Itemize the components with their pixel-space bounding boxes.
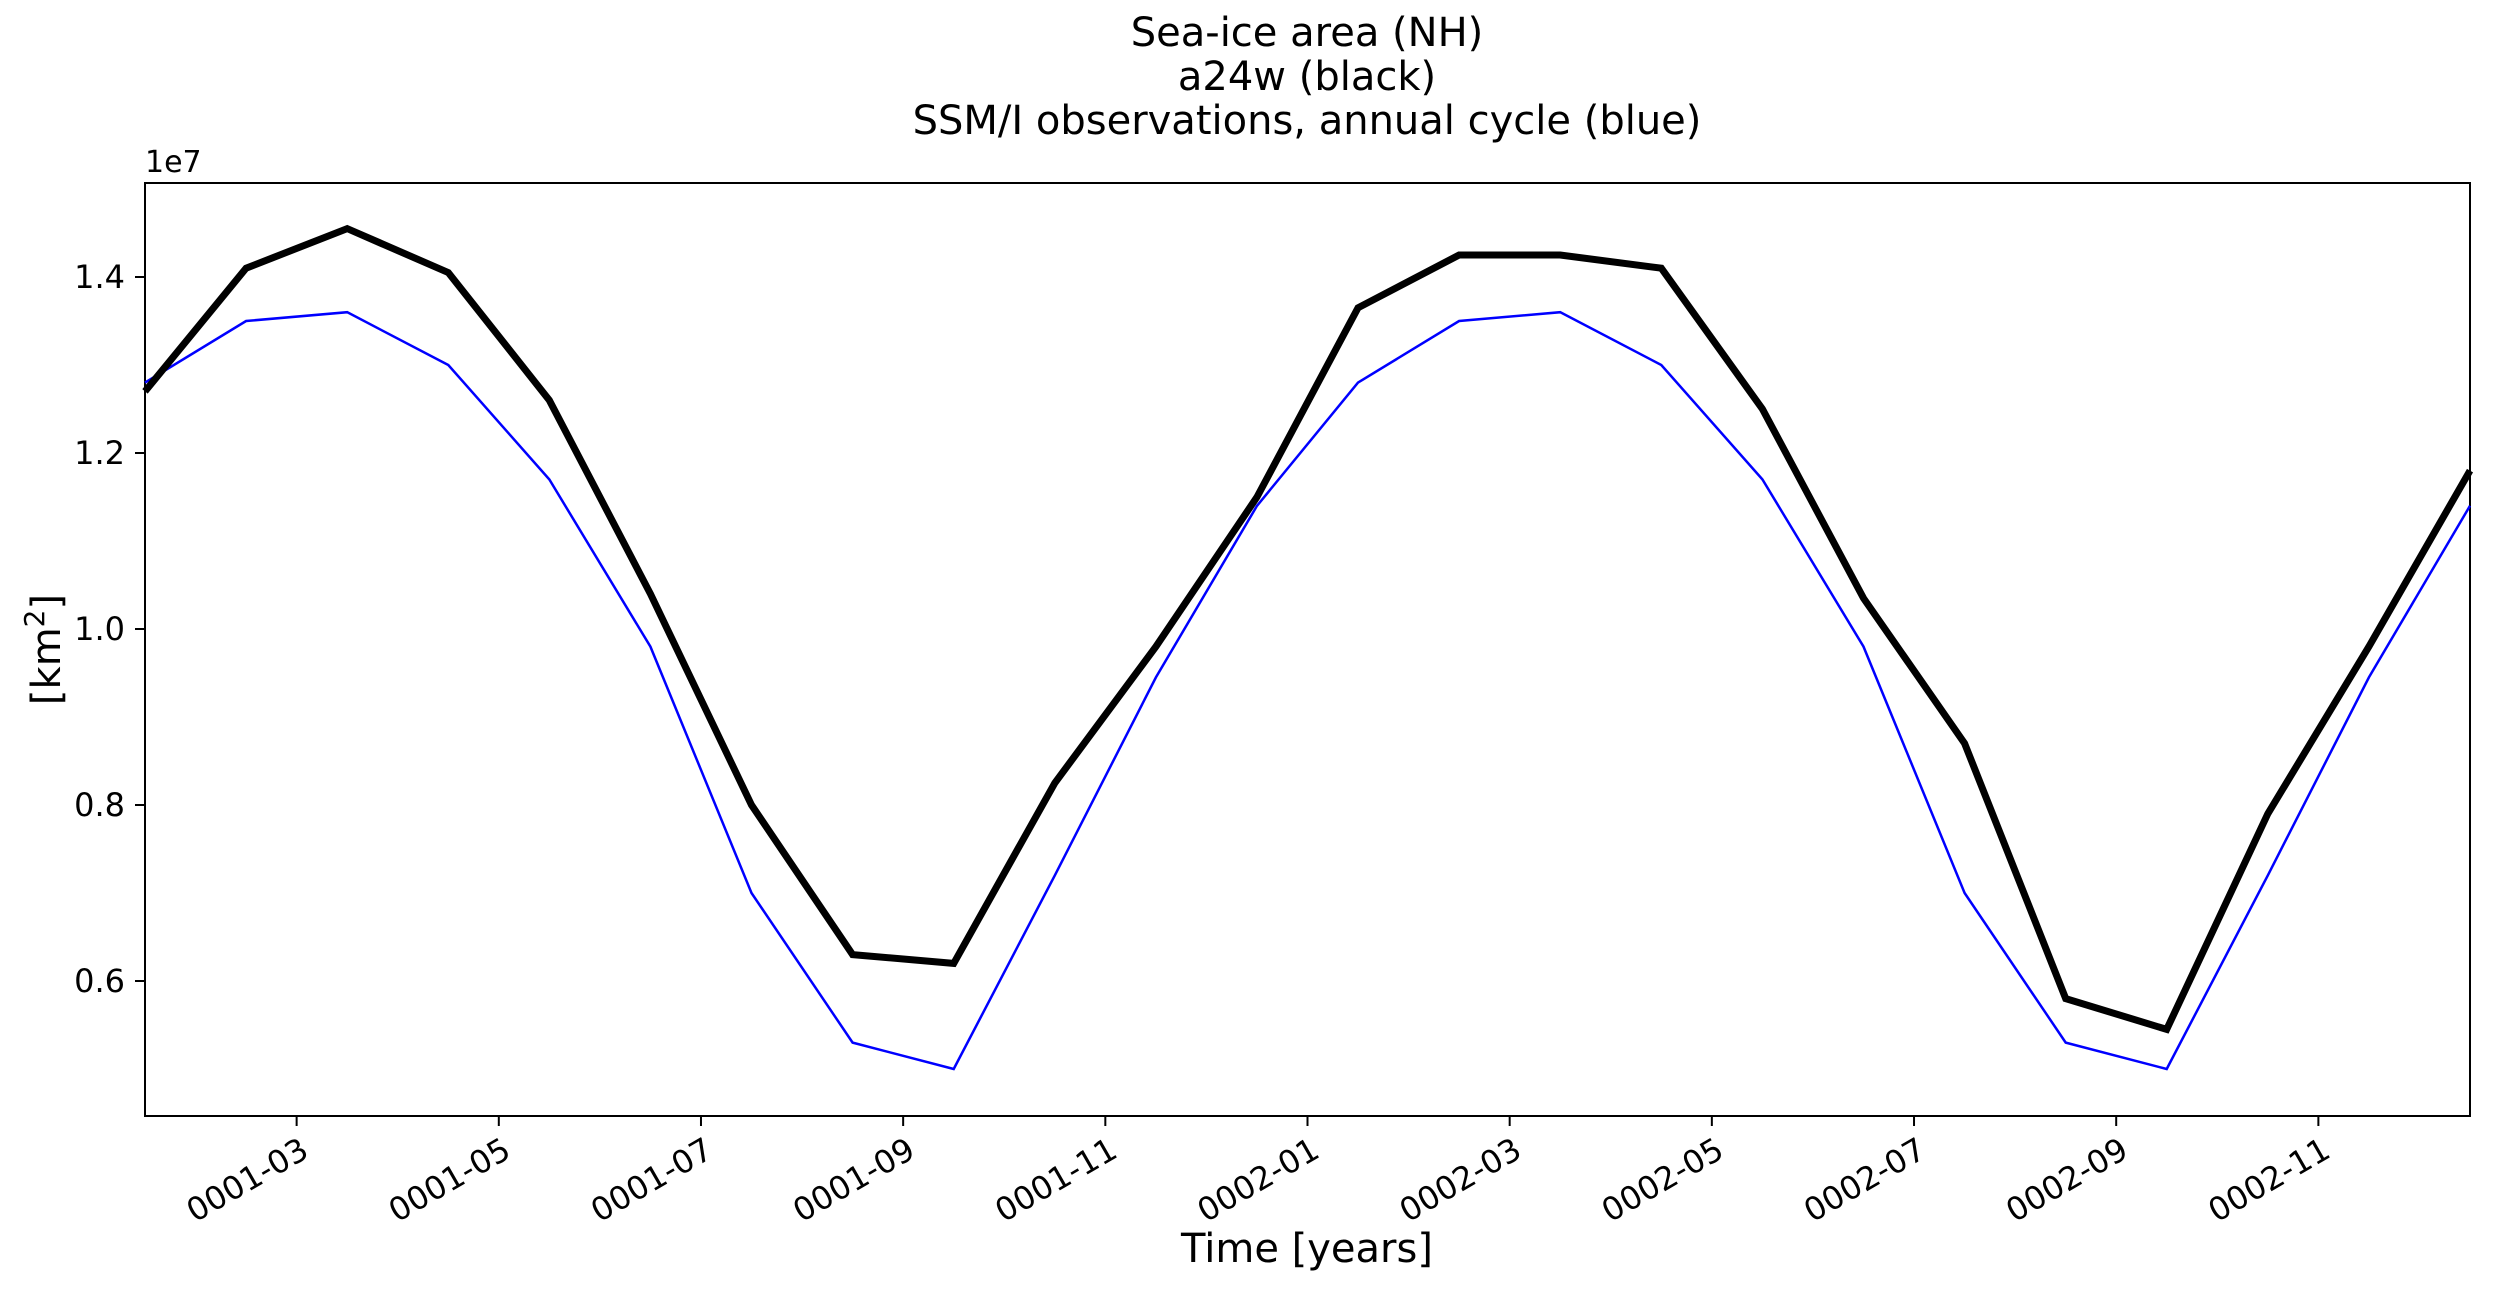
x-tick-label: 0001-07 [584, 1130, 719, 1230]
y-tick-label: 1.2 [74, 434, 125, 472]
series-line-a24w [142, 224, 2474, 1034]
title-line-2: a24w (black) [1178, 54, 1436, 100]
x-tick-label: 0001-09 [786, 1130, 921, 1230]
title-line-3: SSM/I observations, annual cycle (blue) [913, 98, 1702, 144]
series-layer [142, 224, 2474, 1071]
series-line-ssm-i-observations-annual-cycle [144, 310, 2472, 1071]
x-axis-label: Time [years] [1180, 1226, 1433, 1272]
x-tick-label: 0002-07 [1797, 1130, 1932, 1230]
y-axis-offset-text: 1e7 [145, 145, 202, 180]
x-tick-label: 0002-03 [1393, 1130, 1528, 1230]
y-tick-label: 0.8 [74, 786, 125, 824]
x-axis: 0001-03 0001-05 0001-07 0001-09 0001-11 0002-… [180, 1116, 2337, 1230]
x-tick-label: 0001-03 [180, 1130, 315, 1230]
x-tick-label: 0001-05 [382, 1130, 517, 1230]
y-axis: 0.6 0.8 1.0 1.2 1.4 [74, 258, 145, 1000]
y-tick-label: 0.6 [74, 962, 125, 1000]
y-axis-label: [km2] [18, 594, 70, 705]
y-tick-label: 1.4 [74, 258, 125, 296]
x-tick-label: 0002-05 [1595, 1130, 1730, 1230]
x-tick-label: 0002-09 [1999, 1130, 2134, 1230]
x-tick-label: 0001-11 [989, 1130, 1124, 1230]
y-tick-label: 1.0 [74, 610, 125, 648]
x-tick-label: 0002-11 [2202, 1130, 2337, 1230]
axes-frame [144, 182, 2471, 1117]
x-tick-label: 0002-01 [1191, 1130, 1326, 1230]
chart-title: Sea-ice area (NH) a24w (black) SSM/I obs… [913, 10, 1702, 144]
plot-area [144, 182, 2471, 1117]
y-axis-label-text: [km2] [18, 594, 70, 705]
title-line-1: Sea-ice area (NH) [1131, 10, 1484, 56]
